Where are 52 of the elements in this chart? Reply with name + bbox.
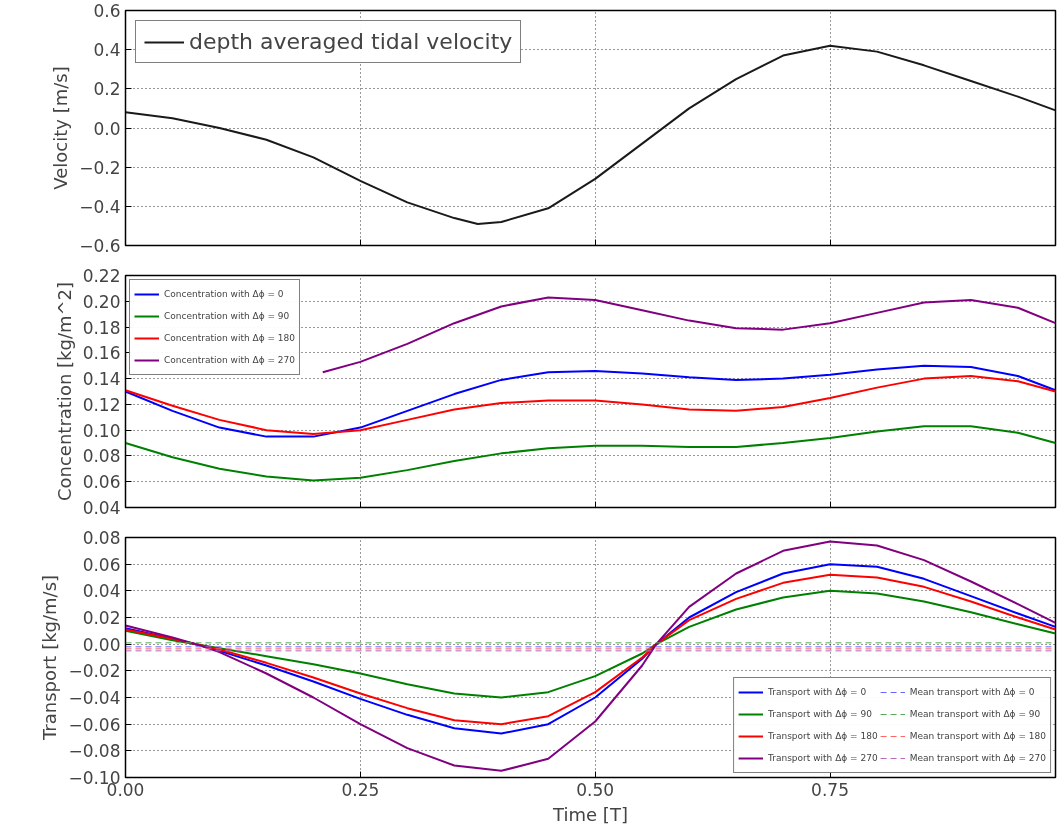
- legend-label: Transport with Δϕ = 0: [768, 686, 867, 698]
- y-tick-label: 0.0: [93, 118, 121, 139]
- y-tick-label: 0.22: [82, 266, 121, 286]
- y-tick-label: 0.08: [82, 528, 121, 548]
- legend-label: Mean transport with Δϕ = 90: [909, 708, 1041, 720]
- y-tick-label: 0.10: [82, 420, 121, 441]
- y-tick-label: 0.06: [82, 472, 121, 493]
- y-axis-title: Velocity [m/s]: [50, 66, 72, 190]
- legend-label: Mean transport with Δϕ = 270: [909, 752, 1046, 764]
- line-series: [125, 589, 1056, 699]
- y-tick-label: 0.20: [82, 291, 121, 312]
- y-tick-label: 0.6: [93, 1, 121, 21]
- legend-label: depth averaged tidal velocity: [189, 29, 513, 54]
- y-tick-label: 0.12: [82, 394, 121, 415]
- line-series: [125, 540, 1056, 772]
- line-series: [321, 296, 1056, 374]
- legend-label: Transport with Δϕ = 180: [768, 730, 878, 742]
- legend-label: Concentration with Δϕ = 0: [164, 288, 284, 300]
- x-tick-label: 0.75: [811, 779, 849, 800]
- legend-label: Concentration with Δϕ = 270: [164, 354, 296, 366]
- legend-label: Concentration with Δϕ = 180: [164, 332, 296, 344]
- y-axis-title: Concentration [kg/m^2]: [53, 281, 75, 502]
- line-series: [125, 375, 1056, 436]
- y-tick-label: 0.06: [82, 554, 121, 575]
- y-tick-label: 0.04: [82, 498, 121, 518]
- y-tick-label: 0.4: [93, 40, 121, 61]
- y-tick-label: 0.14: [82, 369, 121, 390]
- x-tick-label: 0.50: [576, 779, 615, 800]
- y-tick-label: 0.08: [82, 446, 121, 467]
- legend-label: Mean transport with Δϕ = 180: [909, 730, 1046, 742]
- y-tick-label: −0.02: [68, 661, 121, 682]
- y-tick-label: 0.16: [82, 343, 121, 364]
- x-tick-label: 0.25: [341, 779, 380, 800]
- y-tick-label: −0.04: [68, 688, 121, 708]
- y-tick-label: 0.02: [82, 608, 121, 628]
- legend-label: Transport with Δϕ = 90: [768, 708, 872, 720]
- y-tick-label: −0.6: [79, 236, 121, 256]
- y-tick-label: −0.08: [68, 741, 121, 762]
- line-series: [125, 364, 1056, 438]
- legend-label: Mean transport with Δϕ = 0: [909, 686, 1035, 698]
- legend-label: Transport with Δϕ = 270: [768, 752, 878, 764]
- y-tick-label: 0.18: [82, 317, 121, 338]
- y-tick-label: −0.06: [68, 714, 121, 735]
- y-tick-label: 0.2: [93, 79, 121, 100]
- line-series: [125, 425, 1056, 482]
- y-tick-label: 0.04: [82, 581, 121, 602]
- y-tick-label: 0.00: [82, 634, 121, 655]
- x-axis-title: Time [T]: [552, 803, 628, 825]
- y-tick-label: −0.2: [79, 157, 121, 178]
- y-tick-label: −0.4: [79, 196, 121, 217]
- y-axis-title: Transport [kg/m/s]: [39, 574, 61, 742]
- legend-label: Concentration with Δϕ = 90: [164, 310, 290, 322]
